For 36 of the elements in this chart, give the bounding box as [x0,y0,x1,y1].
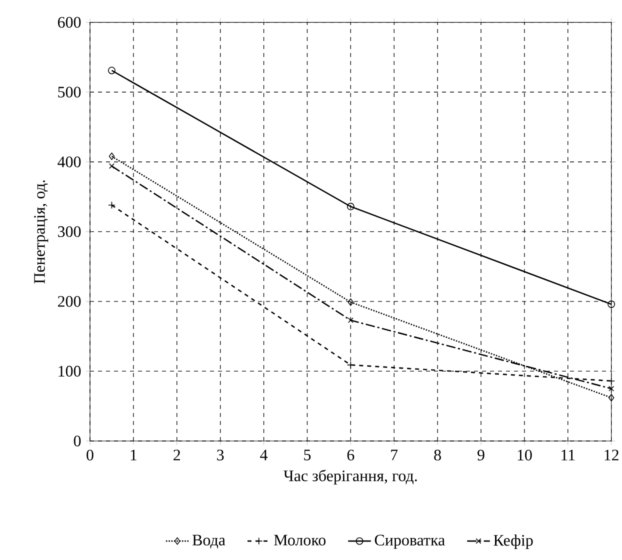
y-tick-label: 300 [58,226,81,238]
y-tick-label: 600 [58,16,81,28]
y-tick-label: 500 [58,86,81,98]
x-tick-label: 2 [174,450,180,460]
x-tick-label: 5 [304,450,311,460]
point [108,163,114,169]
x-tick-label: 10 [518,450,532,460]
x-tick-label: 0 [86,450,94,460]
legend-label: Вода [192,534,226,548]
point [608,394,614,402]
point [608,300,616,308]
point [608,386,614,392]
y-axis-title: Пенетрація, од. [34,180,48,284]
y-tick-label: 0 [74,436,81,446]
legend-label: Кефір [494,534,533,550]
x-tick-label: 7 [391,450,398,460]
point [346,202,354,210]
legend-label: Сироватка [374,534,445,549]
point [348,318,354,324]
y-tick-label: 400 [58,156,81,168]
point [108,152,115,160]
x-tick-label: 3 [217,450,224,460]
x-axis-title: Час зберігання, год. [284,470,417,485]
x-tick-label: 8 [434,450,441,460]
x-tick-label: 11 [562,450,575,460]
x-tick-label: 1 [130,450,136,460]
x-tick-label: 6 [347,450,354,460]
x-tick-label: 4 [260,450,268,460]
point [348,298,354,306]
x-tick-label: 9 [478,450,484,460]
y-tick-label: 100 [58,366,81,377]
x-tick-label: 12 [604,450,618,460]
legend-label: Молоко [274,534,326,546]
point [108,66,116,74]
y-tick-label: 200 [58,296,81,307]
point [108,201,116,209]
